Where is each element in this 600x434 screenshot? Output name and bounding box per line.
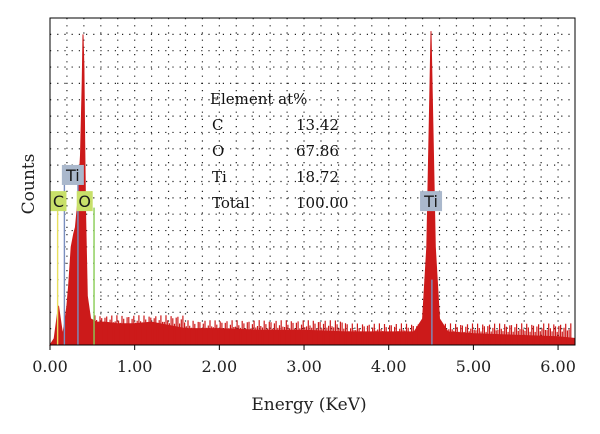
table-value: 67.86 <box>296 142 339 160</box>
spectrum-noise <box>87 315 572 345</box>
spectrum-area <box>49 31 576 346</box>
x-tick-label: 3.00 <box>286 357 322 376</box>
grid <box>50 18 575 345</box>
peak-label-box <box>50 191 67 212</box>
x-tick-label: 0.00 <box>32 357 68 376</box>
peak-labels: TiC O Ti <box>50 164 443 212</box>
peak-label-text: O <box>78 192 91 211</box>
x-tick-label: 1.00 <box>117 357 153 376</box>
peak-label-text: Ti <box>65 166 80 185</box>
table-value: 13.42 <box>296 116 339 134</box>
table-element: O <box>212 142 224 160</box>
peak-label-box <box>61 164 84 185</box>
series-layer <box>49 31 576 346</box>
peak-label-text: Ti <box>423 192 438 211</box>
table-element: C <box>212 116 223 134</box>
x-tick-label: 4.00 <box>371 357 407 376</box>
table-value: 18.72 <box>296 168 339 186</box>
table-element: Ti <box>212 168 227 186</box>
x-tick-label: 6.00 <box>540 357 576 376</box>
x-axis-label: Energy (KeV) <box>251 395 366 415</box>
table-header: Element at% <box>210 90 307 108</box>
table-element: Total <box>212 194 250 212</box>
peak-label-box <box>76 191 93 212</box>
y-axis-label: Counts <box>19 154 39 215</box>
peak-label-text: C <box>53 192 64 211</box>
composition-table: Element at% C 13.42 O 67.86 Ti 18.72 Total 100.… <box>210 90 349 212</box>
peak-label-box <box>420 191 443 212</box>
table-value: 100.00 <box>296 194 349 212</box>
x-axis-ticks: 0.00 1.00 2.00 3.00 4.00 5.00 6.00 <box>32 345 576 376</box>
plot-frame <box>49 17 576 346</box>
x-tick-label: 2.00 <box>202 357 238 376</box>
x-tick-label: 5.00 <box>456 357 492 376</box>
